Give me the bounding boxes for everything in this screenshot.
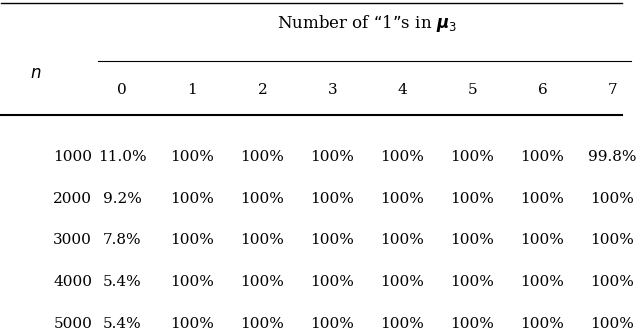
- Text: Number of “1”s in $\boldsymbol{\mu}_3$: Number of “1”s in $\boldsymbol{\mu}_3$: [277, 13, 458, 34]
- Text: 100%: 100%: [381, 275, 424, 289]
- Text: 0: 0: [118, 83, 127, 97]
- Text: 100%: 100%: [520, 317, 564, 331]
- Text: 100%: 100%: [241, 233, 284, 247]
- Text: 100%: 100%: [241, 192, 284, 206]
- Text: 100%: 100%: [310, 233, 355, 247]
- Text: 100%: 100%: [451, 317, 494, 331]
- Text: 100%: 100%: [451, 150, 494, 164]
- Text: 100%: 100%: [170, 150, 214, 164]
- Text: 9.2%: 9.2%: [103, 192, 142, 206]
- Text: 100%: 100%: [520, 192, 564, 206]
- Text: 100%: 100%: [591, 233, 634, 247]
- Text: 100%: 100%: [241, 150, 284, 164]
- Text: 100%: 100%: [520, 233, 564, 247]
- Text: 3: 3: [328, 83, 337, 97]
- Text: 100%: 100%: [381, 317, 424, 331]
- Text: 4: 4: [397, 83, 407, 97]
- Text: 100%: 100%: [381, 192, 424, 206]
- Text: 100%: 100%: [451, 192, 494, 206]
- Text: 100%: 100%: [241, 275, 284, 289]
- Text: 100%: 100%: [310, 150, 355, 164]
- Text: 100%: 100%: [520, 275, 564, 289]
- Text: 3000: 3000: [53, 233, 92, 247]
- Text: 100%: 100%: [241, 317, 284, 331]
- Text: 100%: 100%: [170, 275, 214, 289]
- Text: 99.8%: 99.8%: [588, 150, 637, 164]
- Text: 100%: 100%: [591, 317, 634, 331]
- Text: 100%: 100%: [591, 192, 634, 206]
- Text: 100%: 100%: [381, 150, 424, 164]
- Text: 5.4%: 5.4%: [103, 317, 141, 331]
- Text: 1000: 1000: [53, 150, 92, 164]
- Text: 100%: 100%: [381, 233, 424, 247]
- Text: 100%: 100%: [520, 150, 564, 164]
- Text: 5000: 5000: [53, 317, 92, 331]
- Text: 100%: 100%: [310, 317, 355, 331]
- Text: 100%: 100%: [170, 317, 214, 331]
- Text: 100%: 100%: [451, 275, 494, 289]
- Text: 1: 1: [188, 83, 197, 97]
- Text: 2000: 2000: [53, 192, 92, 206]
- Text: 6: 6: [538, 83, 547, 97]
- Text: 100%: 100%: [310, 192, 355, 206]
- Text: 100%: 100%: [170, 192, 214, 206]
- Text: 5.4%: 5.4%: [103, 275, 141, 289]
- Text: 11.0%: 11.0%: [98, 150, 147, 164]
- Text: 2: 2: [257, 83, 268, 97]
- Text: 100%: 100%: [170, 233, 214, 247]
- Text: 4000: 4000: [53, 275, 92, 289]
- Text: 7.8%: 7.8%: [103, 233, 141, 247]
- Text: $n$: $n$: [30, 65, 41, 82]
- Text: 100%: 100%: [310, 275, 355, 289]
- Text: 100%: 100%: [451, 233, 494, 247]
- Text: 7: 7: [608, 83, 618, 97]
- Text: 100%: 100%: [591, 275, 634, 289]
- Text: 5: 5: [468, 83, 477, 97]
